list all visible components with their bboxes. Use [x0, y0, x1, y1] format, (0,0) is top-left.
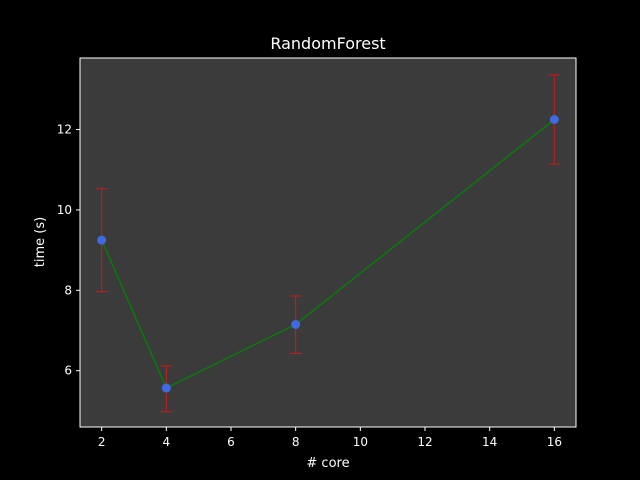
y-axis: 6 8 10 12 — [57, 123, 80, 378]
y-tick-label: 10 — [57, 203, 72, 217]
x-tick-label: 4 — [163, 435, 171, 449]
x-tick-label: 14 — [482, 435, 497, 449]
x-tick-label: 10 — [353, 435, 368, 449]
data-point — [161, 383, 171, 393]
y-tick-label: 6 — [64, 364, 72, 378]
data-point — [291, 320, 301, 329]
series-line — [100, 118, 555, 390]
y-axis-label: time (s) — [33, 217, 48, 267]
chart-title: RandomForest — [270, 34, 385, 53]
x-tick-label: 12 — [417, 435, 432, 449]
y-tick-label: 12 — [57, 123, 72, 137]
x-tick-label: 2 — [98, 435, 106, 449]
series-lines — [100, 118, 555, 390]
x-tick-label: 6 — [227, 435, 235, 449]
data-point — [97, 235, 107, 245]
x-axis-label: # core — [306, 456, 349, 471]
x-axis: 2 4 6 8 10 12 14 16 — [98, 427, 562, 449]
y-tick-label: 8 — [64, 283, 72, 297]
data-point — [549, 115, 559, 124]
x-tick-label: 8 — [292, 435, 300, 449]
plot-area — [79, 57, 577, 428]
data-points — [97, 115, 559, 393]
x-tick-label: 16 — [547, 435, 562, 449]
